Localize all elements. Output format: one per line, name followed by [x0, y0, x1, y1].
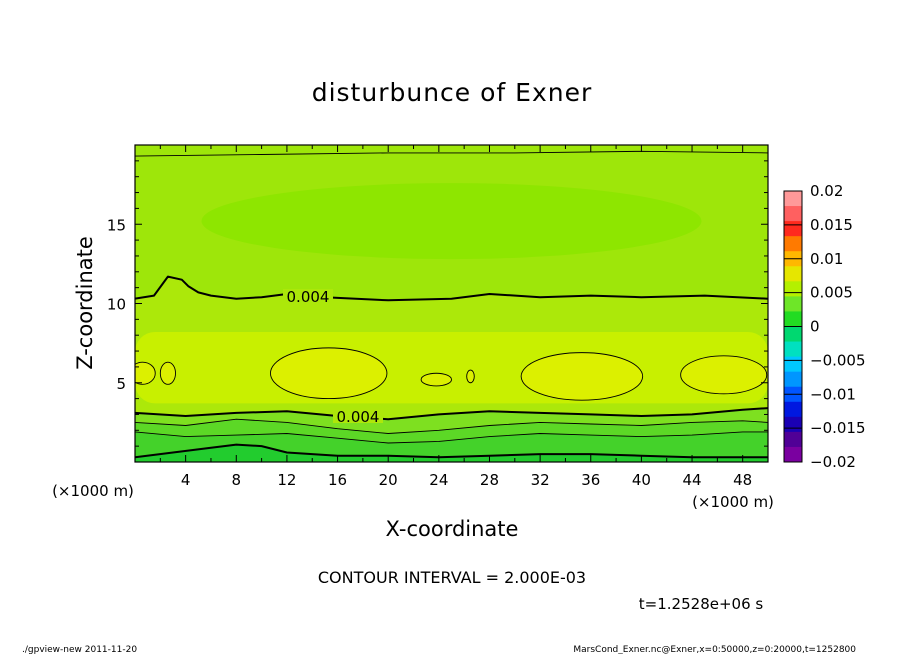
colorbar-swatch: [784, 236, 802, 252]
contour-label-lower: 0.004: [337, 408, 380, 426]
contour-lines: [135, 150, 768, 459]
chart-title: disturbunce of Exner: [312, 78, 593, 107]
colorbar-swatch: [784, 401, 802, 418]
colorbar-label: 0.02: [810, 182, 843, 200]
y-tick-label: 10: [107, 296, 126, 314]
colorbar-swatch: [784, 371, 802, 388]
footer-right: MarsCond_Exner.nc@Exner,x=0:50000,z=0:20…: [573, 645, 856, 654]
closed-contour-1: [520, 352, 644, 401]
field-band-bottom-4: [135, 444, 768, 462]
contour-interval-text: CONTOUR INTERVAL = 2.000E-03: [318, 568, 586, 587]
x-tick-label: 40: [632, 471, 651, 489]
x-tick-label: 44: [682, 471, 701, 489]
colorbar-label: 0.015: [810, 216, 853, 234]
x-tick-label: 8: [232, 471, 242, 489]
closed-contour-0: [270, 347, 388, 400]
closed-contour-3: [135, 361, 156, 385]
colorbar-swatch: [784, 356, 802, 373]
field-core-4: [160, 362, 176, 385]
field-core-5: [421, 373, 452, 386]
x-tick-label: 4: [181, 471, 191, 489]
field-core-6: [466, 370, 475, 383]
contour-line-4: [135, 443, 768, 459]
time-label: t=1.2528e+06 s: [639, 595, 764, 613]
colorbar-swatch: [784, 206, 802, 222]
field-core-2: [680, 355, 767, 394]
field-core-1: [521, 352, 643, 401]
colorbar-swatch: [784, 191, 802, 207]
x-unit-left: (×1000 m): [52, 482, 134, 500]
closed-contour-2: [680, 355, 768, 395]
contour-labels: 0.004 0.004: [283, 288, 383, 426]
colorbar-swatch: [784, 446, 802, 463]
x-unit-right: (×1000 m): [692, 493, 774, 511]
colorbar-swatch: [784, 431, 802, 448]
colorbar-swatch: [784, 311, 802, 327]
colorbar-swatch: [784, 266, 802, 282]
contour-line-3: [135, 431, 768, 444]
x-tick-label: 36: [581, 471, 600, 489]
contour-label-upper: 0.004: [287, 288, 330, 306]
x-tick-label: 16: [328, 471, 347, 489]
y-tick-label: 5: [116, 375, 126, 393]
x-tick-label: 20: [379, 471, 398, 489]
colorbar-label: 0.005: [810, 284, 853, 302]
colorbar: 0.02 0.015 0.01 0.005 0 −0.005 −0.01 −0.015 −0.0…: [783, 182, 866, 471]
x-tick-label: 28: [480, 471, 499, 489]
y-axis: 5 10 15: [107, 160, 768, 447]
colorbar-label: −0.015: [810, 419, 866, 437]
contour-fill: [135, 145, 768, 462]
contour-line-1: [135, 418, 768, 434]
field-band-upper-core: [201, 183, 702, 260]
contour-line-5: [135, 150, 768, 157]
colorbar-swatch: [784, 281, 802, 297]
contour-line-2: [135, 407, 768, 421]
colorbar-label: −0.005: [810, 351, 866, 369]
colorbar-swatch: [784, 416, 802, 433]
colorbar-label: −0.01: [810, 385, 856, 403]
colorbar-label: −0.02: [810, 453, 856, 471]
closed-contour-4: [159, 361, 176, 385]
x-tick-label: 12: [277, 471, 296, 489]
colorbar-swatch: [784, 296, 802, 312]
colorbar-label: 0: [810, 318, 820, 336]
y-axis-label: Z-coordinate: [73, 236, 97, 370]
footer-left: ./gpview-new 2011-11-20: [22, 645, 137, 654]
x-axis: 4 8 12 16 20 24 28 32 36 40 44 48: [159, 145, 752, 489]
colorbar-swatch: [784, 326, 802, 343]
y-tick-label: 15: [107, 216, 126, 234]
x-tick-label: 32: [531, 471, 550, 489]
x-tick-label: 24: [429, 471, 448, 489]
field-core-0: [270, 347, 387, 399]
colorbar-swatch: [784, 341, 802, 358]
colorbar-swatch: [784, 221, 802, 237]
closed-contour-6: [466, 369, 475, 384]
x-axis-label: X-coordinate: [386, 517, 519, 541]
x-tick-label: 48: [733, 471, 752, 489]
colorbar-label: 0.01: [810, 250, 843, 268]
field-band-warm: [135, 332, 768, 404]
field-core-3: [135, 362, 156, 385]
closed-contour-5: [420, 372, 452, 387]
